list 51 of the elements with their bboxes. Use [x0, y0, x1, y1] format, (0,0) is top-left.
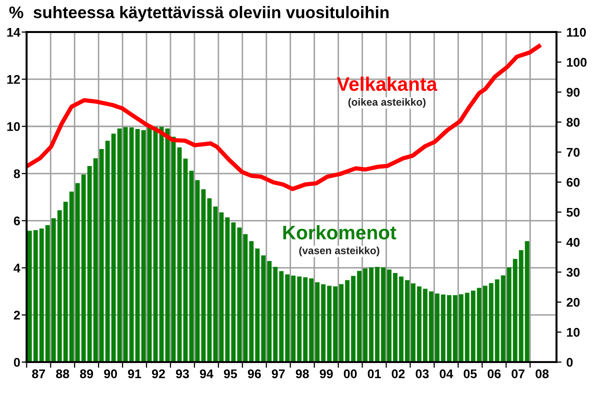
x-tick-label: 00 [344, 369, 357, 378]
y-tick-label: 12 [7, 75, 20, 84]
x-tick-label: 93 [176, 369, 189, 378]
series-label: Korkomenot [283, 225, 396, 240]
x-tick-label: 90 [104, 369, 117, 378]
x-tick-label: 87 [32, 369, 46, 378]
x-tick-label: 91 [128, 369, 142, 378]
x-tick-label: 88 [56, 369, 70, 378]
x-tick-label: 92 [152, 369, 165, 378]
x-tick-label: 02 [392, 369, 405, 378]
x-tick-label: 95 [224, 369, 238, 378]
series-label: Velkakanta [336, 76, 438, 91]
x-tick-label: 94 [200, 369, 214, 378]
y-tick-label: 14 [7, 28, 20, 37]
y2-tick-label: 40 [566, 238, 580, 247]
y2-tick-label: 110 [566, 28, 586, 37]
y-tick-label: 4 [14, 264, 20, 272]
x-tick-label: 06 [488, 369, 501, 378]
y-tick-label: 6 [14, 216, 20, 226]
x-tick-label: 07 [512, 369, 525, 378]
x-tick-label: 97 [272, 369, 285, 378]
x-tick-label: 05 [464, 369, 477, 378]
x-tick-label: 98 [296, 369, 309, 378]
y-tick-label: 10 [7, 122, 20, 132]
y2-tick-label: 30 [566, 268, 580, 277]
bar [177, 147, 182, 362]
y2-tick-label: 10 [566, 328, 580, 337]
x-tick-label: 03 [416, 369, 429, 378]
bar [135, 128, 140, 362]
y2-tick-label: 50 [566, 208, 580, 217]
y2-tick-label: 0 [566, 358, 573, 367]
chart-title: % suhteessa käytettävissä oleviin vuosituloihin [9, 6, 389, 22]
line-series [26, 44, 542, 192]
x-tick-label: 01 [368, 369, 381, 378]
y-tick-label: 2 [14, 310, 20, 320]
y2-tick-label: 90 [566, 88, 580, 97]
y-tick-label: 0 [14, 358, 20, 367]
y2-tick-label: 100 [566, 58, 587, 67]
x-tick-label: 99 [320, 369, 333, 378]
annotation: (oikea asteikko) [348, 98, 426, 108]
x-tick-label: 04 [440, 369, 454, 378]
y-tick-label: 8 [14, 169, 20, 178]
y2-tick-label: 60 [566, 178, 580, 187]
x-tick-label: 96 [248, 369, 261, 378]
x-tick-label: 89 [80, 369, 94, 378]
y2-tick-label: 80 [566, 118, 580, 127]
bar [141, 130, 146, 362]
y2-tick-label: 20 [566, 298, 580, 307]
y2-tick-label: 70 [566, 148, 580, 157]
annotation: (vasen asteikko) [299, 246, 380, 256]
x-tick-label: 08 [536, 369, 549, 378]
